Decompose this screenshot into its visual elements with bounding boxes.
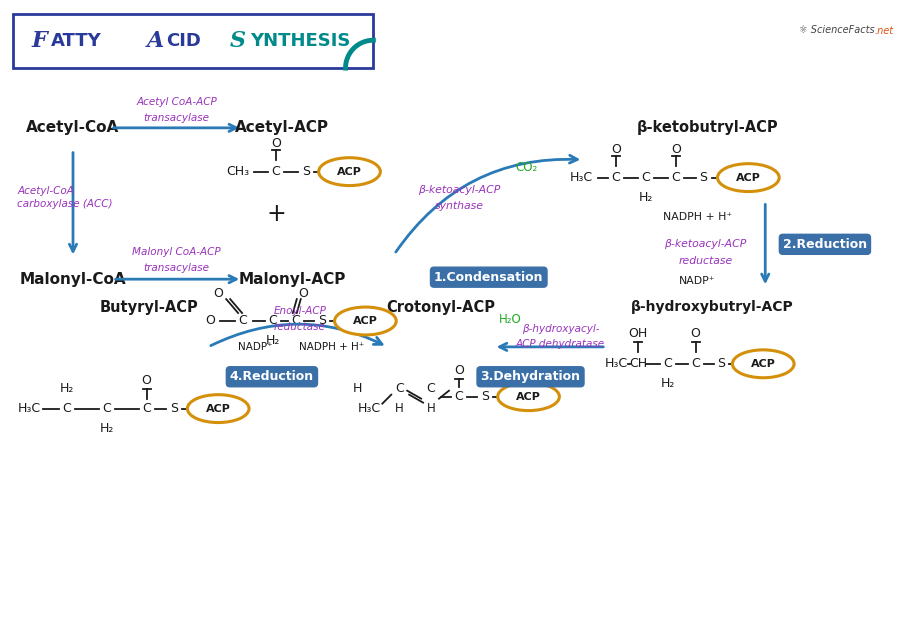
Text: OH: OH <box>628 327 648 341</box>
Text: NADPH + H⁺: NADPH + H⁺ <box>663 212 733 222</box>
Text: β-hydroxybutryl-ACP: β-hydroxybutryl-ACP <box>631 300 794 314</box>
Text: ACP: ACP <box>516 392 541 402</box>
Text: 4.Reduction: 4.Reduction <box>230 370 314 383</box>
Text: O: O <box>205 314 215 328</box>
Text: β-ketoacyl-ACP: β-ketoacyl-ACP <box>664 240 747 249</box>
Text: A: A <box>147 30 164 52</box>
Text: C: C <box>272 165 280 178</box>
Text: YNTHESIS: YNTHESIS <box>250 32 350 50</box>
Text: Enoyl-ACP: Enoyl-ACP <box>274 306 326 316</box>
Text: ACP: ACP <box>338 167 362 176</box>
Text: CO₂: CO₂ <box>516 161 537 174</box>
Ellipse shape <box>498 383 560 411</box>
Text: C: C <box>663 357 672 371</box>
Text: C: C <box>691 357 700 371</box>
Text: H₃C: H₃C <box>18 402 40 415</box>
Text: H₂: H₂ <box>100 422 114 435</box>
Text: 2.Reduction: 2.Reduction <box>783 238 867 251</box>
Text: Acetyl-CoA: Acetyl-CoA <box>26 120 120 135</box>
Text: C: C <box>454 390 464 403</box>
Text: reductase: reductase <box>274 322 326 332</box>
Text: C: C <box>642 171 651 184</box>
Text: H: H <box>427 402 436 415</box>
Text: S: S <box>302 165 310 178</box>
FancyBboxPatch shape <box>14 14 373 68</box>
Text: C: C <box>268 314 277 328</box>
Text: C: C <box>395 382 403 395</box>
Text: β-ketoacyl-ACP: β-ketoacyl-ACP <box>418 185 500 194</box>
Text: O: O <box>213 287 223 300</box>
Text: Butyryl-ACP: Butyryl-ACP <box>99 300 198 314</box>
Text: H₃C: H₃C <box>605 357 627 371</box>
Text: O: O <box>141 374 151 387</box>
Text: H₂: H₂ <box>639 191 653 204</box>
Text: O: O <box>271 137 281 150</box>
Text: NADP⁺: NADP⁺ <box>680 276 716 286</box>
Text: Malonyl-ACP: Malonyl-ACP <box>238 272 346 287</box>
Text: S: S <box>230 30 247 52</box>
Text: Crotonyl-ACP: Crotonyl-ACP <box>386 300 496 314</box>
Text: O: O <box>611 143 621 157</box>
Text: .net: .net <box>875 26 894 36</box>
Ellipse shape <box>319 158 381 185</box>
Text: S: S <box>318 314 326 328</box>
Ellipse shape <box>187 395 249 422</box>
Text: O: O <box>670 143 680 157</box>
Text: C: C <box>238 314 248 328</box>
Text: ACP dehydratase: ACP dehydratase <box>516 339 605 349</box>
Text: ACP: ACP <box>206 404 230 413</box>
Text: 1.Condensation: 1.Condensation <box>434 271 544 284</box>
Text: synthase: synthase <box>435 201 483 212</box>
Text: S: S <box>717 357 725 371</box>
Text: H: H <box>353 382 362 395</box>
Text: H₂: H₂ <box>59 382 74 395</box>
Text: H₂: H₂ <box>661 377 675 390</box>
Text: +: + <box>266 203 286 226</box>
Text: β-ketobutryl-ACP: β-ketobutryl-ACP <box>636 120 778 135</box>
Text: S: S <box>699 171 707 184</box>
Text: ⚛ ScienceFacts: ⚛ ScienceFacts <box>799 26 875 35</box>
Text: H₂: H₂ <box>266 334 280 348</box>
Text: S: S <box>481 390 489 403</box>
Text: Acetyl-CoA
carboxylase (ACC): Acetyl-CoA carboxylase (ACC) <box>17 186 112 209</box>
Text: H₂O: H₂O <box>500 312 522 325</box>
Text: CH: CH <box>629 357 647 371</box>
Text: C: C <box>103 402 112 415</box>
Text: transacylase: transacylase <box>143 263 210 273</box>
Text: Acetyl-ACP: Acetyl-ACP <box>235 120 328 135</box>
Text: β-hydroxyacyl-: β-hydroxyacyl- <box>522 324 599 334</box>
Text: F: F <box>32 30 47 52</box>
Ellipse shape <box>717 164 779 192</box>
Text: C: C <box>671 171 680 184</box>
Text: reductase: reductase <box>679 256 733 266</box>
Text: S: S <box>170 402 178 415</box>
Text: ACP: ACP <box>353 316 378 326</box>
Text: C: C <box>292 314 301 328</box>
Text: C: C <box>63 402 71 415</box>
Text: O: O <box>690 327 700 341</box>
Text: O: O <box>298 287 308 300</box>
Text: NADPH + H⁺: NADPH + H⁺ <box>299 342 364 352</box>
Text: C: C <box>612 171 620 184</box>
Text: 3.Dehydration: 3.Dehydration <box>481 370 580 383</box>
Text: CH₃: CH₃ <box>227 165 249 178</box>
Text: transacylase: transacylase <box>143 113 210 123</box>
Ellipse shape <box>335 307 396 335</box>
Text: NADP⁺: NADP⁺ <box>238 342 273 352</box>
Text: H: H <box>395 402 403 415</box>
Text: ACP: ACP <box>736 173 760 183</box>
Text: ATTY: ATTY <box>51 32 102 50</box>
Text: Acetyl CoA-ACP: Acetyl CoA-ACP <box>136 97 217 107</box>
Text: ACP: ACP <box>751 359 776 369</box>
Text: C: C <box>142 402 151 415</box>
Text: Malonyl-CoA: Malonyl-CoA <box>20 272 126 287</box>
Ellipse shape <box>733 350 794 378</box>
Text: H₃C: H₃C <box>570 171 593 184</box>
Text: Malonyl CoA-ACP: Malonyl CoA-ACP <box>132 247 220 258</box>
Text: CID: CID <box>166 32 202 50</box>
Text: C: C <box>427 382 436 395</box>
Text: O: O <box>454 364 464 377</box>
Text: H₃C: H₃C <box>358 402 381 415</box>
